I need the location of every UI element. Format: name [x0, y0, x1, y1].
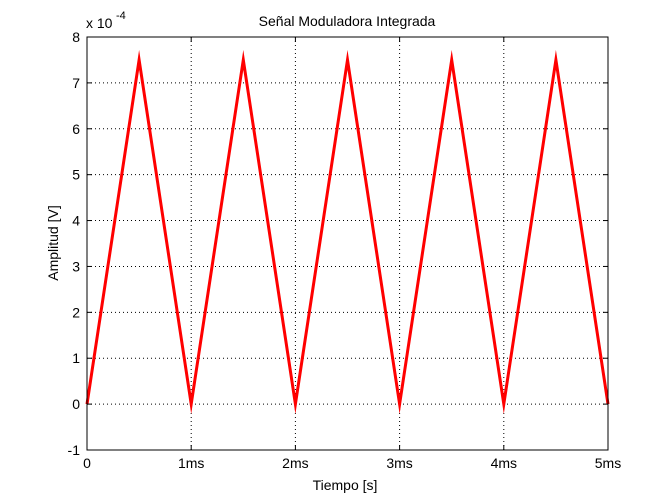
plot-background: [87, 37, 608, 450]
x-tick-label: 0: [83, 455, 91, 471]
series-line: [85, 49, 610, 415]
y-exponent-power: -4: [116, 10, 126, 22]
y-tick-label: 0: [72, 396, 80, 412]
grid: [87, 37, 608, 450]
y-tick-label: 3: [72, 258, 80, 274]
y-tick-label: 4: [72, 213, 80, 229]
x-tick-label: 5ms: [595, 455, 621, 471]
y-tick-label: 2: [72, 304, 80, 320]
x-tick-label: 2ms: [282, 455, 308, 471]
y-axis-label: Amplitud [V]: [45, 205, 61, 280]
plot-frame: [86, 36, 609, 451]
y-exponent-base: x 10: [86, 15, 113, 31]
y-tick-label: 1: [72, 350, 80, 366]
y-tick-label: 6: [72, 121, 80, 137]
y-tick-label: 8: [72, 29, 80, 45]
y-tick-label: 7: [72, 75, 80, 91]
x-tick-label: 3ms: [386, 455, 412, 471]
series-layer: [85, 49, 610, 415]
x-axis-label: Tiempo [s]: [313, 477, 378, 493]
y-tick-label: 5: [72, 167, 80, 183]
x-tick-label: 1ms: [178, 455, 204, 471]
x-tick-label: 4ms: [491, 455, 517, 471]
ticks: [86, 36, 609, 451]
chart-title: Señal Moduladora Integrada: [259, 13, 436, 29]
y-tick-label: -1: [68, 442, 81, 458]
